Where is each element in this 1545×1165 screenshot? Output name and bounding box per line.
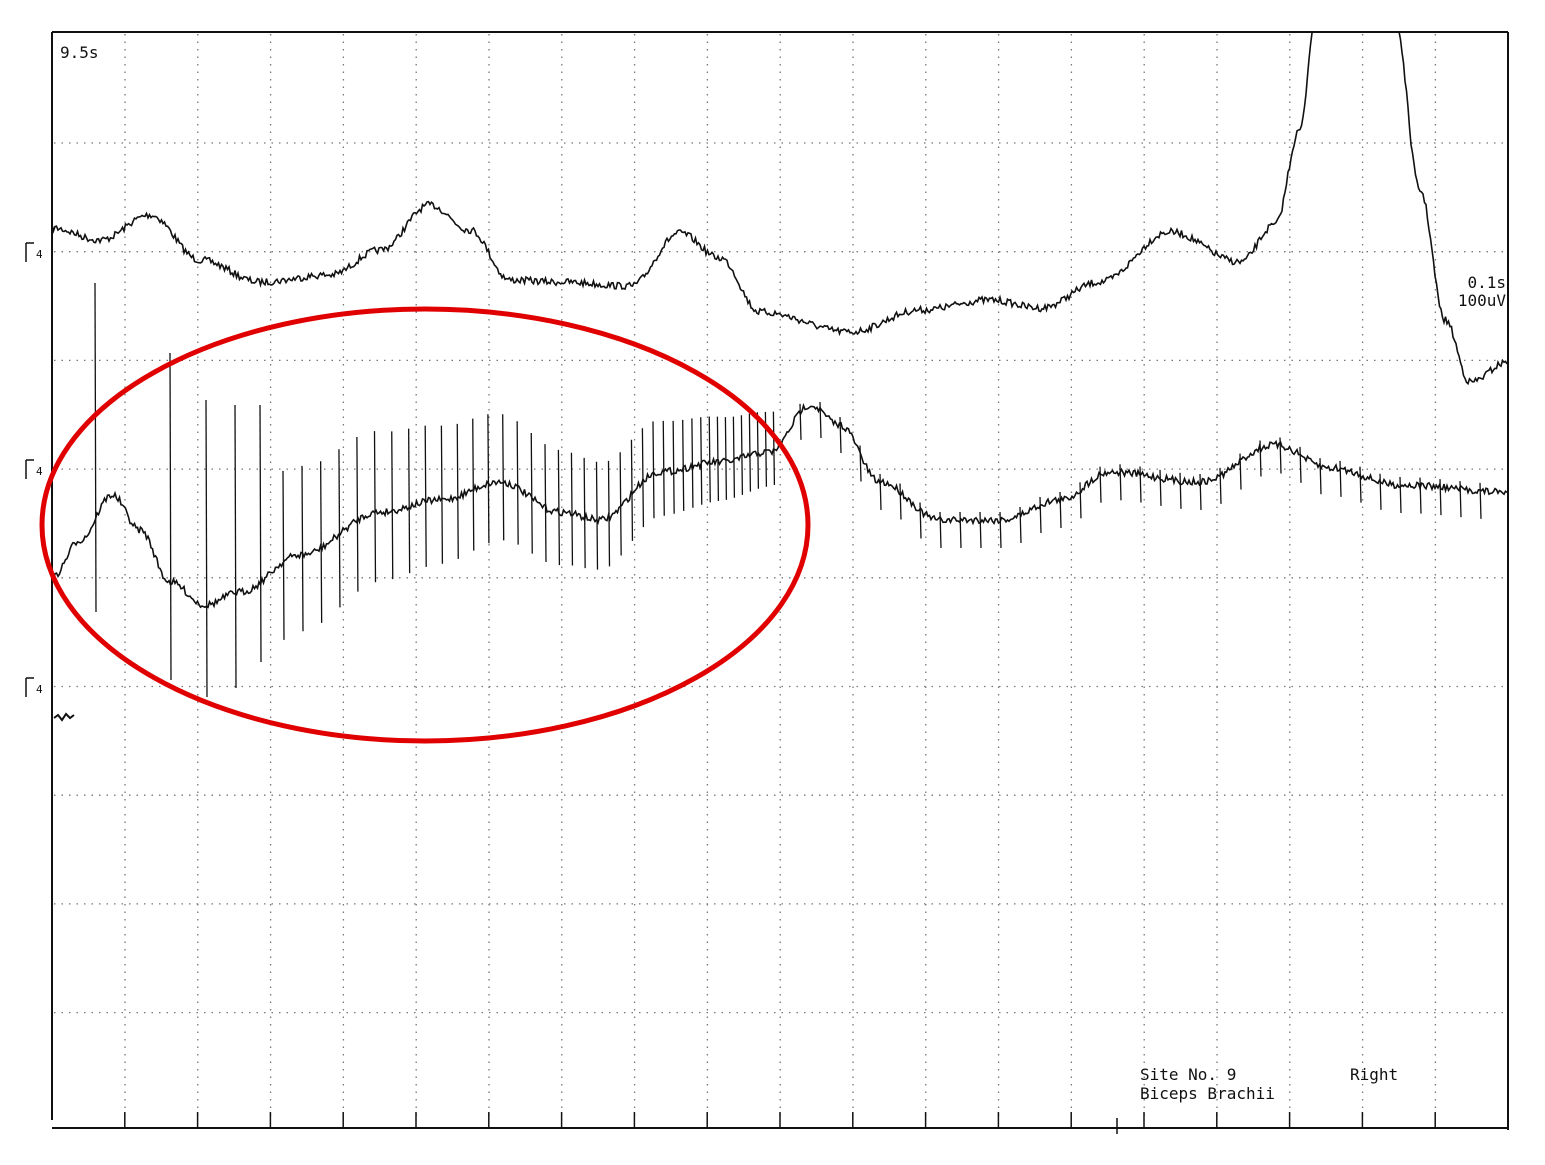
spike: [691, 418, 694, 508]
spike: [456, 423, 459, 559]
spike: [1099, 466, 1102, 503]
spike: [708, 416, 711, 503]
grid: [54, 34, 1509, 1128]
spike: [748, 413, 752, 492]
spike: [169, 352, 172, 681]
channel-label: 4: [36, 248, 43, 261]
spike: [1019, 506, 1022, 544]
spike: [530, 433, 533, 554]
spike: [662, 420, 665, 516]
spike: [756, 412, 760, 489]
spike: [1339, 460, 1342, 497]
spike: [472, 418, 475, 551]
spike: [700, 417, 703, 505]
spike: [502, 414, 505, 541]
spike: [338, 449, 341, 608]
spike: [1459, 481, 1462, 518]
trace-fragment: [53, 712, 75, 722]
spike: [1319, 458, 1322, 495]
spike: [724, 417, 728, 500]
muscle-label: Biceps Brachii: [1140, 1084, 1275, 1103]
spike: [595, 461, 599, 570]
side-label: Right: [1350, 1065, 1398, 1084]
spike: [1199, 473, 1202, 511]
spike: [557, 449, 561, 566]
spike: [959, 511, 962, 549]
gain-scale: 100uV: [1458, 291, 1507, 310]
spike: [1359, 466, 1362, 503]
spike: [799, 403, 802, 440]
spike: [583, 457, 586, 569]
spike: [772, 411, 776, 486]
spike: [641, 428, 645, 528]
spike: [1399, 476, 1402, 514]
spike: [570, 452, 574, 566]
spike: [979, 511, 982, 549]
channel-label: 4: [36, 683, 43, 696]
spike: [839, 416, 842, 454]
spike: [391, 431, 394, 580]
sweep-label: 9.5s: [60, 43, 99, 62]
spike: [899, 483, 902, 520]
spike: [740, 415, 744, 495]
spike: [619, 452, 622, 556]
spike: [516, 421, 519, 545]
spike: [879, 473, 882, 511]
spike: [716, 416, 720, 501]
spike: [234, 404, 237, 689]
spike: [1379, 473, 1382, 510]
spike: [682, 419, 685, 511]
site-label: Site No. 9: [1140, 1065, 1236, 1084]
spike: [1279, 437, 1282, 474]
spike: [259, 404, 262, 663]
spike: [859, 445, 862, 482]
spike: [630, 439, 634, 541]
spike: [1299, 446, 1302, 483]
spike: [1419, 477, 1422, 514]
spike: [1159, 469, 1162, 506]
spike: [424, 425, 427, 567]
spike: [732, 416, 736, 498]
spike: [282, 470, 285, 640]
spike: [301, 465, 304, 632]
spike: [819, 401, 822, 439]
spike: [939, 511, 942, 549]
spike: [1479, 482, 1482, 519]
spike: [1039, 496, 1042, 534]
spike: [320, 461, 323, 623]
spike: [672, 420, 675, 514]
emg-trace: [52, 32, 1508, 386]
spike: [1439, 479, 1442, 516]
spike: [205, 399, 208, 698]
highlight-ellipse: [39, 306, 811, 744]
spike: [919, 502, 922, 539]
spike: [487, 414, 490, 544]
spike: [1239, 453, 1242, 490]
spike: [1059, 491, 1062, 529]
spike: [607, 460, 611, 567]
spike: [408, 428, 411, 574]
spike: [999, 511, 1002, 549]
time-scale: 0.1s: [1467, 273, 1506, 292]
spike: [373, 431, 377, 583]
spike: [544, 444, 547, 563]
spike: [1119, 464, 1122, 501]
spike: [1079, 482, 1082, 519]
spike: [94, 282, 97, 613]
spike: [652, 421, 655, 519]
channel-bracket: [25, 242, 34, 697]
spike: [1139, 466, 1142, 503]
channel-label: 4: [36, 465, 43, 478]
spike: [1259, 440, 1262, 477]
spike: [356, 437, 359, 592]
spike: [1219, 467, 1222, 504]
spike: [1179, 472, 1182, 509]
spike: [440, 425, 444, 564]
